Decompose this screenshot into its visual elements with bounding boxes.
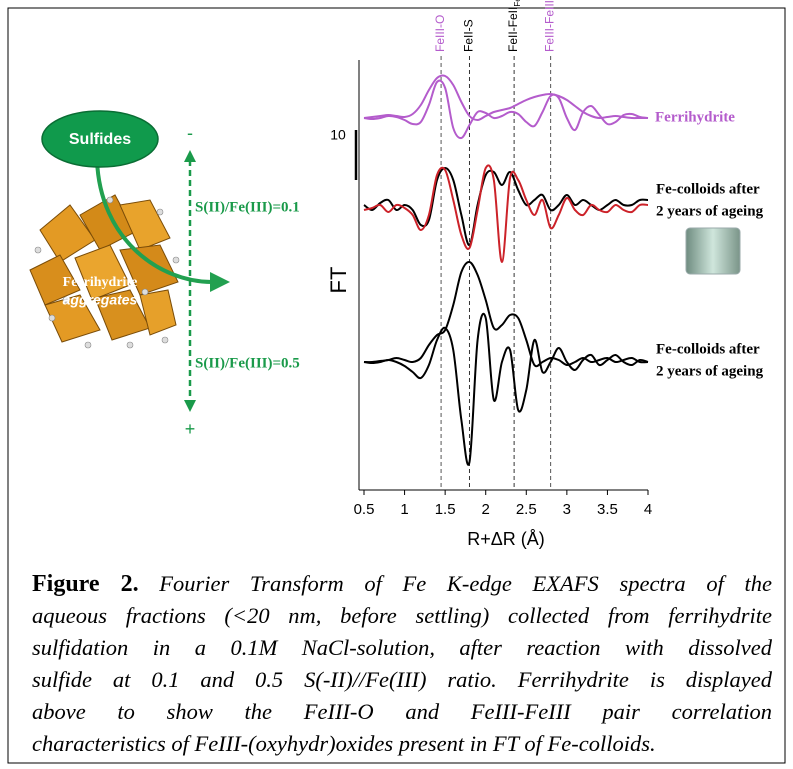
caption-text: sulfidation in a 0.1M NaCl-solution, aft… bbox=[32, 635, 772, 660]
reference-label-text: FeIII-O bbox=[433, 15, 447, 52]
curve-label: Ferrihydrite bbox=[655, 109, 735, 125]
spectrum-line bbox=[363, 260, 649, 368]
reference-label-text: FeIII-FeIII bbox=[543, 0, 557, 52]
reference-label: FeII-S bbox=[462, 19, 476, 52]
curve-label: 2 years of ageing bbox=[656, 203, 764, 219]
x-tick-label: 4 bbox=[644, 501, 652, 518]
arrow-head bbox=[184, 150, 196, 162]
x-axis-label: R+ΔR (Å) bbox=[467, 529, 545, 549]
figure-label: Figure 2. bbox=[32, 571, 139, 597]
aggregate-label: Ferrihydrite bbox=[63, 275, 138, 290]
curve-label: Fe-colloids after bbox=[656, 181, 760, 197]
caption-line: sulfidation in a 0.1M NaCl-solution, aft… bbox=[32, 632, 772, 664]
chart: 0.5 1 1.5 2 2.5 3 3.5 4 R+ΔR (Å) FT 10 FeIII-O FeII-… bbox=[326, 0, 764, 549]
reference-label: FeIII-O bbox=[433, 15, 447, 52]
reference-label: FeIII-FeIII bbox=[543, 0, 557, 52]
x-tick-label: 2 bbox=[482, 501, 490, 518]
x-tick-label: 3.5 bbox=[597, 501, 618, 518]
x-tick-label: 1 bbox=[400, 501, 408, 518]
caption-line: Figure 2. Fourier Transform of Fe K-edge… bbox=[32, 568, 772, 600]
plus-sign: + bbox=[185, 419, 196, 439]
caption-line: characteristics of FeIII-(oxyhydr)oxides… bbox=[32, 728, 772, 760]
figure-frame bbox=[7, 7, 786, 764]
caption-text: characteristics of FeIII-(oxyhydr)oxides… bbox=[32, 731, 656, 756]
y-axis-label: FT bbox=[326, 267, 351, 294]
ratio-label: S(II)/Fe(III)=0.5 bbox=[195, 355, 300, 371]
arrow-head bbox=[184, 400, 196, 412]
caption-text: sulfide at 0.1 and 0.5 S(-II)//Fe(III) r… bbox=[32, 667, 772, 692]
arrow-head bbox=[210, 272, 230, 292]
aggregate-label: aggregates bbox=[63, 292, 138, 308]
x-tick-label: 0.5 bbox=[354, 501, 375, 518]
caption-line: sulfide at 0.1 and 0.5 S(-II)//Fe(III) r… bbox=[32, 664, 772, 696]
spectrum-line bbox=[363, 312, 649, 466]
reference-label: FeII-FeIIFeS bbox=[506, 0, 522, 52]
ratio-label: S(II)/Fe(III)=0.1 bbox=[195, 199, 300, 215]
reference-label-subscript: FeS bbox=[513, 0, 522, 7]
caption-line: aqueous fractions (<20 nm, before settli… bbox=[32, 600, 772, 632]
spectrum-line bbox=[363, 164, 649, 264]
x-tick-label: 2.5 bbox=[516, 501, 537, 518]
vial-photo bbox=[685, 227, 741, 275]
caption: Figure 2. Fourier Transform of Fe K-edge… bbox=[32, 568, 772, 760]
sulfides-bubble bbox=[41, 110, 159, 168]
aggregate-drawing bbox=[29, 194, 180, 349]
scale-bar-label: 10 bbox=[330, 127, 346, 143]
spectrum-line bbox=[363, 74, 648, 122]
sulfides-label: Sulfides bbox=[69, 131, 131, 148]
x-tick-label: 3 bbox=[563, 501, 571, 518]
curve-label: Fe-colloids after bbox=[656, 341, 760, 357]
caption-text: aqueous fractions (<20 nm, before settli… bbox=[32, 603, 772, 628]
reference-label-text: FeII-FeII bbox=[506, 7, 520, 52]
caption-text: Fourier Transform of Fe K-edge EXAFS spe… bbox=[138, 571, 772, 596]
minus-sign: - bbox=[187, 123, 193, 143]
spectrum-line bbox=[363, 79, 649, 140]
caption-text: above to show the FeIII-O and FeIII-FeII… bbox=[32, 699, 772, 724]
curve-label: 2 years of ageing bbox=[656, 363, 764, 379]
reaction-arrow bbox=[95, 159, 213, 284]
caption-line: above to show the FeIII-O and FeIII-FeII… bbox=[32, 696, 772, 728]
reference-label-text: FeII-S bbox=[462, 19, 476, 52]
x-tick-label: 1.5 bbox=[435, 501, 456, 518]
